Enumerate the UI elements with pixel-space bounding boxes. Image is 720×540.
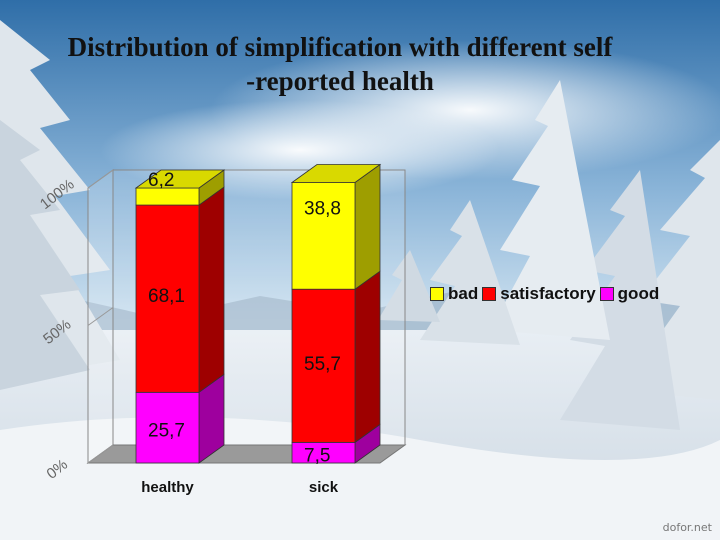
watermark: dofor.net (662, 521, 712, 534)
chart-title-line-2: -reported health (246, 66, 434, 96)
data-label-healthy-good: 25,7 (148, 420, 185, 441)
bar-segment-healthy-satisfactory (135, 186, 225, 394)
category-label-sick: sick (309, 479, 339, 496)
bar-side-face (354, 270, 381, 444)
data-label-sick-good: 7,5 (304, 445, 330, 466)
bar-segment-sick-satisfactory (291, 270, 381, 444)
gridline (87, 307, 114, 326)
data-label-healthy-bad: 6,2 (148, 170, 174, 191)
legend: bad satisfactory good (430, 284, 663, 304)
legend-swatch-satisfactory (482, 287, 497, 301)
data-label-healthy-satisfactory: 68,1 (148, 286, 185, 307)
gridline (87, 444, 114, 464)
bar-stacks: 25,7 68,1 6,2 7,5 55,7 38,8 (134, 163, 382, 466)
bar-front-face (135, 391, 200, 464)
legend-swatch-bad (430, 287, 444, 301)
gridline (87, 169, 114, 189)
legend-swatch-good (599, 287, 614, 301)
legend-label-bad: bad (448, 284, 479, 303)
bar-segment-sick-bad (290, 163, 382, 290)
stacked-bar-chart: 0%50%100% 25,768,16,27,555,738,8 healthy… (37, 163, 407, 496)
legend-item-good: good (599, 284, 660, 304)
bar-side-face (354, 163, 381, 290)
bar-front-face (291, 182, 356, 290)
bar-side-face (198, 186, 225, 394)
bar-segment-healthy-good (135, 373, 225, 464)
legend-item-satisfactory: satisfactory (482, 284, 596, 304)
x-axis-labels: healthy sick (141, 479, 339, 496)
category-label-healthy: healthy (141, 479, 194, 496)
data-label-sick-bad: 38,8 (304, 199, 341, 220)
chart-title-line-1: Distribution of simplification with diff… (67, 32, 613, 62)
legend-label-satisfactory: satisfactory (500, 284, 596, 303)
bar-segment-healthy-bad (134, 169, 226, 206)
legend-item-bad: bad (430, 284, 478, 304)
bar-segment-sick-good (291, 423, 381, 464)
data-label-sick-satisfactory: 55,7 (304, 354, 341, 375)
legend-label-good: good (617, 284, 660, 303)
bar-top-face (134, 169, 226, 189)
chart-title: Distribution of simplification with diff… (0, 30, 680, 98)
bar-top-face (290, 164, 382, 183)
bar-front-face (135, 204, 200, 393)
